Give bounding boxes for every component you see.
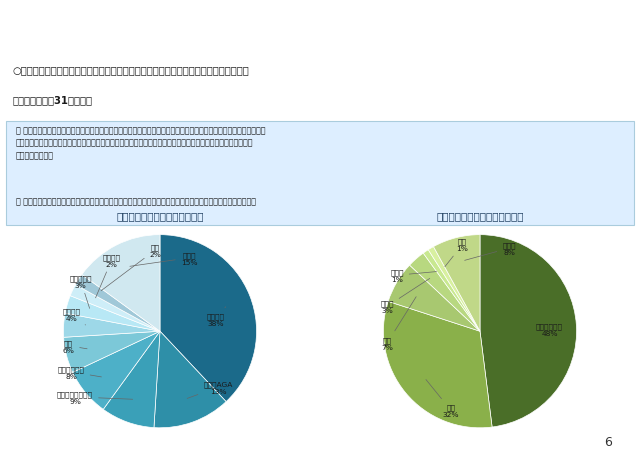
Text: バイアグラ
3%: バイアグラ 3% [70, 275, 92, 308]
Title: 【歯科】治療内容別の違反割合: 【歯科】治療内容別の違反割合 [436, 211, 524, 221]
Wedge shape [70, 285, 160, 331]
Wedge shape [65, 296, 160, 331]
Text: 6: 6 [604, 436, 612, 448]
FancyBboxPatch shape [6, 122, 634, 226]
Text: 豊胸
2%: 豊胸 2% [101, 244, 161, 291]
Text: 審美
32%: 審美 32% [426, 380, 460, 417]
Wedge shape [423, 250, 480, 331]
Wedge shape [480, 235, 577, 427]
Wedge shape [82, 235, 160, 331]
Title: 【美容】治療内容別の違反割合: 【美容】治療内容別の違反割合 [116, 211, 204, 221]
Wedge shape [63, 313, 160, 337]
Text: 歯周病
3%: 歯周病 3% [381, 279, 430, 313]
Text: アンチエイジング
9%: アンチエイジング 9% [57, 390, 132, 404]
Text: 美容注射
38%: 美容注射 38% [207, 307, 226, 327]
Text: リフトアップ
8%: リフトアップ 8% [58, 365, 102, 379]
Text: ①美容・歯科分野における治療内容別の傾向: ①美容・歯科分野における治療内容別の傾向 [214, 18, 426, 36]
Wedge shape [160, 235, 257, 402]
Wedge shape [63, 331, 160, 373]
Text: 矯正
7%: 矯正 7% [381, 297, 416, 350]
Text: 脱毛
6%: 脱毛 6% [62, 339, 87, 353]
Wedge shape [76, 275, 160, 331]
Wedge shape [383, 302, 492, 428]
Text: 脂肪吸引
4%: 脂肪吸引 4% [62, 307, 86, 325]
Text: その他
8%: その他 8% [465, 242, 516, 261]
Text: 口臭
1%: 口臭 1% [445, 238, 468, 267]
Wedge shape [154, 331, 226, 428]
Text: プチ整形
2%: プチ整形 2% [95, 253, 121, 298]
Wedge shape [388, 266, 480, 331]
Text: 入れ歯
1%: 入れ歯 1% [390, 269, 436, 282]
Text: ・ これらのうち、特定の治療に該当することが明確である事例のみ、治療内容別に集計したものを以下に示す。: ・ これらのうち、特定の治療に該当することが明確である事例のみ、治療内容別に集計… [16, 197, 256, 206]
Wedge shape [428, 247, 480, 331]
Text: その他
15%: その他 15% [130, 252, 197, 267]
Wedge shape [103, 331, 160, 428]
Text: ○美容・歯科において「（１）広告が可能とされていない事項の広告」違反が多い分野: ○美容・歯科において「（１）広告が可能とされていない事項の広告」違反が多い分野 [13, 65, 250, 75]
Text: 発毛・AGA
13%: 発毛・AGA 13% [187, 381, 232, 399]
Text: インプラント
48%: インプラント 48% [536, 323, 563, 336]
Wedge shape [410, 253, 480, 331]
Text: （令和２年３月31日時点）: （令和２年３月31日時点） [13, 95, 93, 105]
Wedge shape [433, 235, 480, 331]
Wedge shape [72, 331, 160, 410]
Text: ・ 「（１）広告が可能とされていない事項の広告」は、主に「診療科名」「治療方法」「専門外来」「医療従事者の
専門性資格」「手術件数」「新聞や雑誌等で紹介された旨: ・ 「（１）広告が可能とされていない事項の広告」は、主に「診療科名」「治療方法」… [16, 126, 266, 160]
